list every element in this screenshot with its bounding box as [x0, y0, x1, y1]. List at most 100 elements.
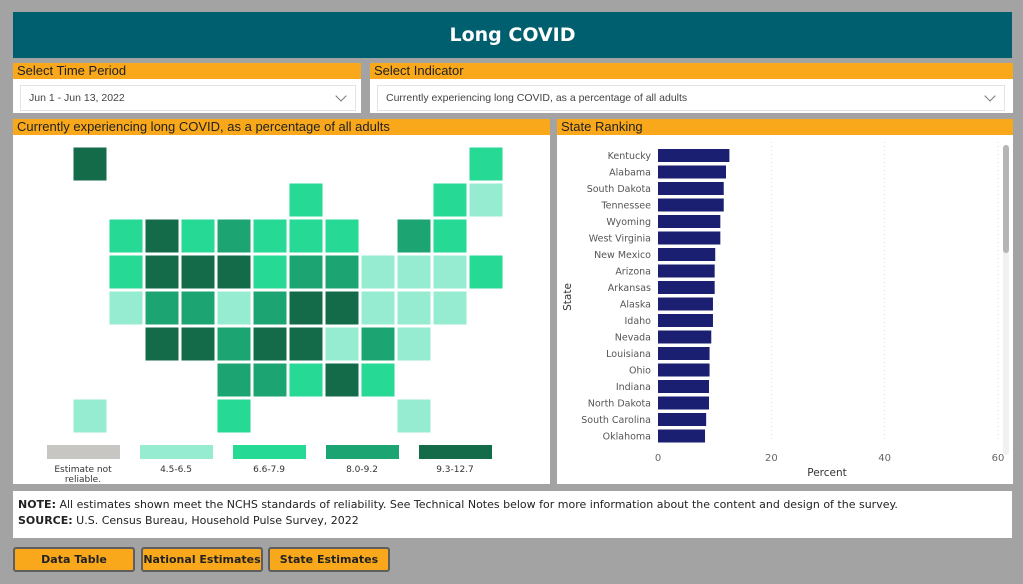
state-tn[interactable] [288, 326, 324, 362]
state-tx[interactable] [216, 398, 252, 434]
y-tick-label: North Dakota [588, 399, 651, 410]
state-mn[interactable] [252, 218, 288, 254]
state-ma[interactable] [432, 218, 468, 254]
bar[interactable] [658, 297, 713, 311]
state-oh[interactable] [324, 254, 360, 290]
state-ct[interactable] [432, 254, 468, 290]
y-tick-label: Kentucky [608, 151, 652, 162]
legend-label: Estimate not reliable. [54, 465, 112, 485]
state-nj[interactable] [396, 254, 432, 290]
state-co[interactable] [180, 290, 216, 326]
bar[interactable] [658, 413, 707, 426]
state-ca[interactable] [108, 290, 144, 326]
page-title: Long COVID [449, 24, 576, 46]
state-md[interactable] [396, 290, 432, 326]
map-title: Currently experiencing long COVID, as a … [13, 119, 550, 135]
legend-item: 9.3-12.7 [410, 445, 500, 485]
y-tick-label: Alabama [609, 168, 651, 179]
state-ms[interactable] [288, 362, 324, 398]
state-ia[interactable] [252, 254, 288, 290]
data-table-button[interactable]: Data Table [13, 547, 135, 572]
state-pa[interactable] [360, 254, 396, 290]
state-hi[interactable] [72, 398, 108, 434]
bar[interactable] [658, 380, 709, 393]
time-period-label: Select Time Period [13, 63, 361, 79]
state-ut[interactable] [144, 290, 180, 326]
state-dc[interactable] [396, 326, 432, 362]
legend-item: 4.5-6.5 [131, 445, 221, 485]
dashboard-header: Long COVID [13, 12, 1012, 58]
scrollbar-track[interactable] [1003, 145, 1009, 455]
legend-item: 8.0-9.2 [317, 445, 407, 485]
legend-label: 9.3-12.7 [436, 465, 474, 475]
bar[interactable] [658, 314, 713, 327]
state-la[interactable] [252, 362, 288, 398]
state-nv[interactable] [144, 254, 180, 290]
bar[interactable] [658, 165, 726, 179]
state-ak[interactable] [72, 146, 108, 182]
state-ne[interactable] [216, 290, 252, 326]
indicator-slicer: Select Indicator Currently experiencing … [370, 63, 1013, 113]
x-axis-title: Percent [807, 467, 847, 479]
chevron-down-icon [984, 89, 996, 102]
state-mo[interactable] [252, 290, 288, 326]
legend-swatch [46, 445, 120, 459]
y-tick-label: Arkansas [608, 283, 651, 294]
state-id[interactable] [144, 218, 180, 254]
state-fl[interactable] [396, 398, 432, 434]
bar[interactable] [658, 396, 709, 410]
state-al[interactable] [324, 362, 360, 398]
bar[interactable] [658, 215, 721, 228]
state-ar[interactable] [252, 326, 288, 362]
state-wv[interactable] [324, 290, 360, 326]
bar[interactable] [658, 429, 706, 443]
bar[interactable] [658, 182, 724, 195]
bar[interactable] [658, 231, 721, 245]
scrollbar-thumb[interactable] [1003, 145, 1009, 253]
bar[interactable] [658, 347, 710, 360]
state-nd[interactable] [216, 218, 252, 254]
state-il[interactable] [288, 218, 324, 254]
state-ny[interactable] [396, 218, 432, 254]
state-ky[interactable] [288, 290, 324, 326]
bar[interactable] [658, 264, 715, 278]
map-legend: Estimate not reliable. 4.5-6.5 6.6-7.9 8… [38, 445, 500, 485]
state-mi[interactable] [324, 218, 360, 254]
state-wa[interactable] [108, 218, 144, 254]
bar[interactable] [658, 330, 712, 344]
national-estimates-button[interactable]: National Estimates [141, 547, 263, 572]
state-vt[interactable] [432, 182, 468, 218]
us-choropleth-map[interactable] [13, 137, 550, 437]
state-ri[interactable] [468, 254, 504, 290]
legend-swatch [325, 445, 399, 459]
indicator-dropdown[interactable]: Currently experiencing long COVID, as a … [377, 85, 1005, 111]
bar[interactable] [658, 198, 724, 212]
state-ga[interactable] [360, 362, 396, 398]
bar[interactable] [658, 149, 730, 162]
x-tick-label: 0 [655, 453, 661, 464]
state-estimates-button[interactable]: State Estimates [268, 547, 390, 572]
indicator-value: Currently experiencing long COVID, as a … [386, 92, 688, 104]
state-sd[interactable] [216, 254, 252, 290]
state-de[interactable] [432, 290, 468, 326]
state-sc[interactable] [360, 326, 396, 362]
state-va[interactable] [360, 290, 396, 326]
bar[interactable] [658, 363, 710, 377]
state-wi[interactable] [288, 182, 324, 218]
time-period-dropdown[interactable]: Jun 1 - Jun 13, 2022 [20, 85, 356, 111]
y-tick-label: Arizona [615, 267, 651, 278]
bar[interactable] [658, 281, 715, 294]
state-ks[interactable] [216, 326, 252, 362]
state-nc[interactable] [324, 326, 360, 362]
state-or[interactable] [108, 254, 144, 290]
state-me[interactable] [468, 146, 504, 182]
y-tick-label: New Mexico [594, 250, 651, 261]
state-mt[interactable] [180, 218, 216, 254]
state-nm[interactable] [180, 326, 216, 362]
state-in[interactable] [288, 254, 324, 290]
state-ok[interactable] [216, 362, 252, 398]
bar[interactable] [658, 248, 716, 261]
state-nh[interactable] [468, 182, 504, 218]
state-wy[interactable] [180, 254, 216, 290]
state-az[interactable] [144, 326, 180, 362]
